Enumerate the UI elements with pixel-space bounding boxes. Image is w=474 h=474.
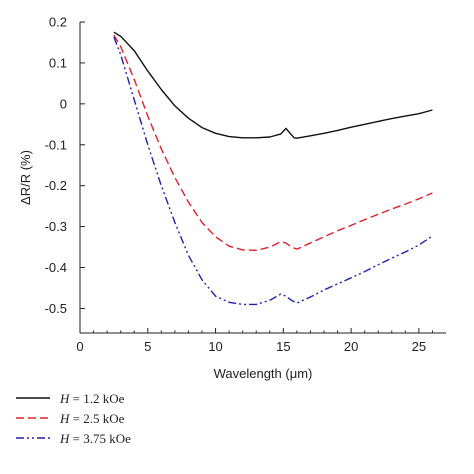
- legend-value: = 3.75 kOe: [69, 431, 131, 446]
- x-axis-title: Wavelength (μm): [214, 366, 313, 381]
- x-tick-label: 0: [76, 339, 83, 354]
- legend-value: = 2.5 kOe: [69, 411, 124, 426]
- y-tick-label: -0.2: [45, 178, 67, 193]
- x-tick-label: 10: [208, 339, 222, 354]
- series-group: [113, 31, 433, 306]
- x-tick-label: 20: [344, 339, 358, 354]
- legend-variable: H: [59, 391, 70, 406]
- series-line-1: [113, 31, 433, 139]
- legend-label-1: H = 1.2 kOe: [59, 391, 125, 406]
- x-tick-label: 5: [144, 339, 151, 354]
- x-ticks: 0 5 10 15 20 25: [76, 328, 433, 354]
- y-tick-label: -0.5: [45, 301, 67, 316]
- x-tick-label: 15: [276, 339, 290, 354]
- legend-value: = 1.2 kOe: [69, 391, 124, 406]
- series-line-3: [113, 36, 433, 306]
- y-tick-label: -0.1: [45, 137, 67, 152]
- y-axis-title: ΔR/R (%): [18, 150, 33, 205]
- y-tick-label: 0.2: [49, 15, 67, 30]
- legend-variable: H: [59, 411, 70, 426]
- plot-area: 0 5 10 15 20 25 0.2 0.1 0 -0.1 -0.2 -0.3 -0.4 -0.5: [45, 15, 446, 354]
- y-tick-label: 0: [60, 96, 67, 111]
- legend-label-3: H = 3.75 kOe: [59, 431, 131, 446]
- y-tick-label: 0.1: [49, 55, 67, 70]
- series-line-2: [113, 34, 433, 251]
- legend-label-2: H = 2.5 kOe: [59, 411, 125, 426]
- y-tick-label: -0.3: [45, 219, 67, 234]
- x-tick-label: 25: [412, 339, 426, 354]
- y-ticks: 0.2 0.1 0 -0.1 -0.2 -0.3 -0.4 -0.5: [45, 15, 85, 316]
- legend-variable: H: [59, 431, 70, 446]
- y-tick-label: -0.4: [45, 260, 67, 275]
